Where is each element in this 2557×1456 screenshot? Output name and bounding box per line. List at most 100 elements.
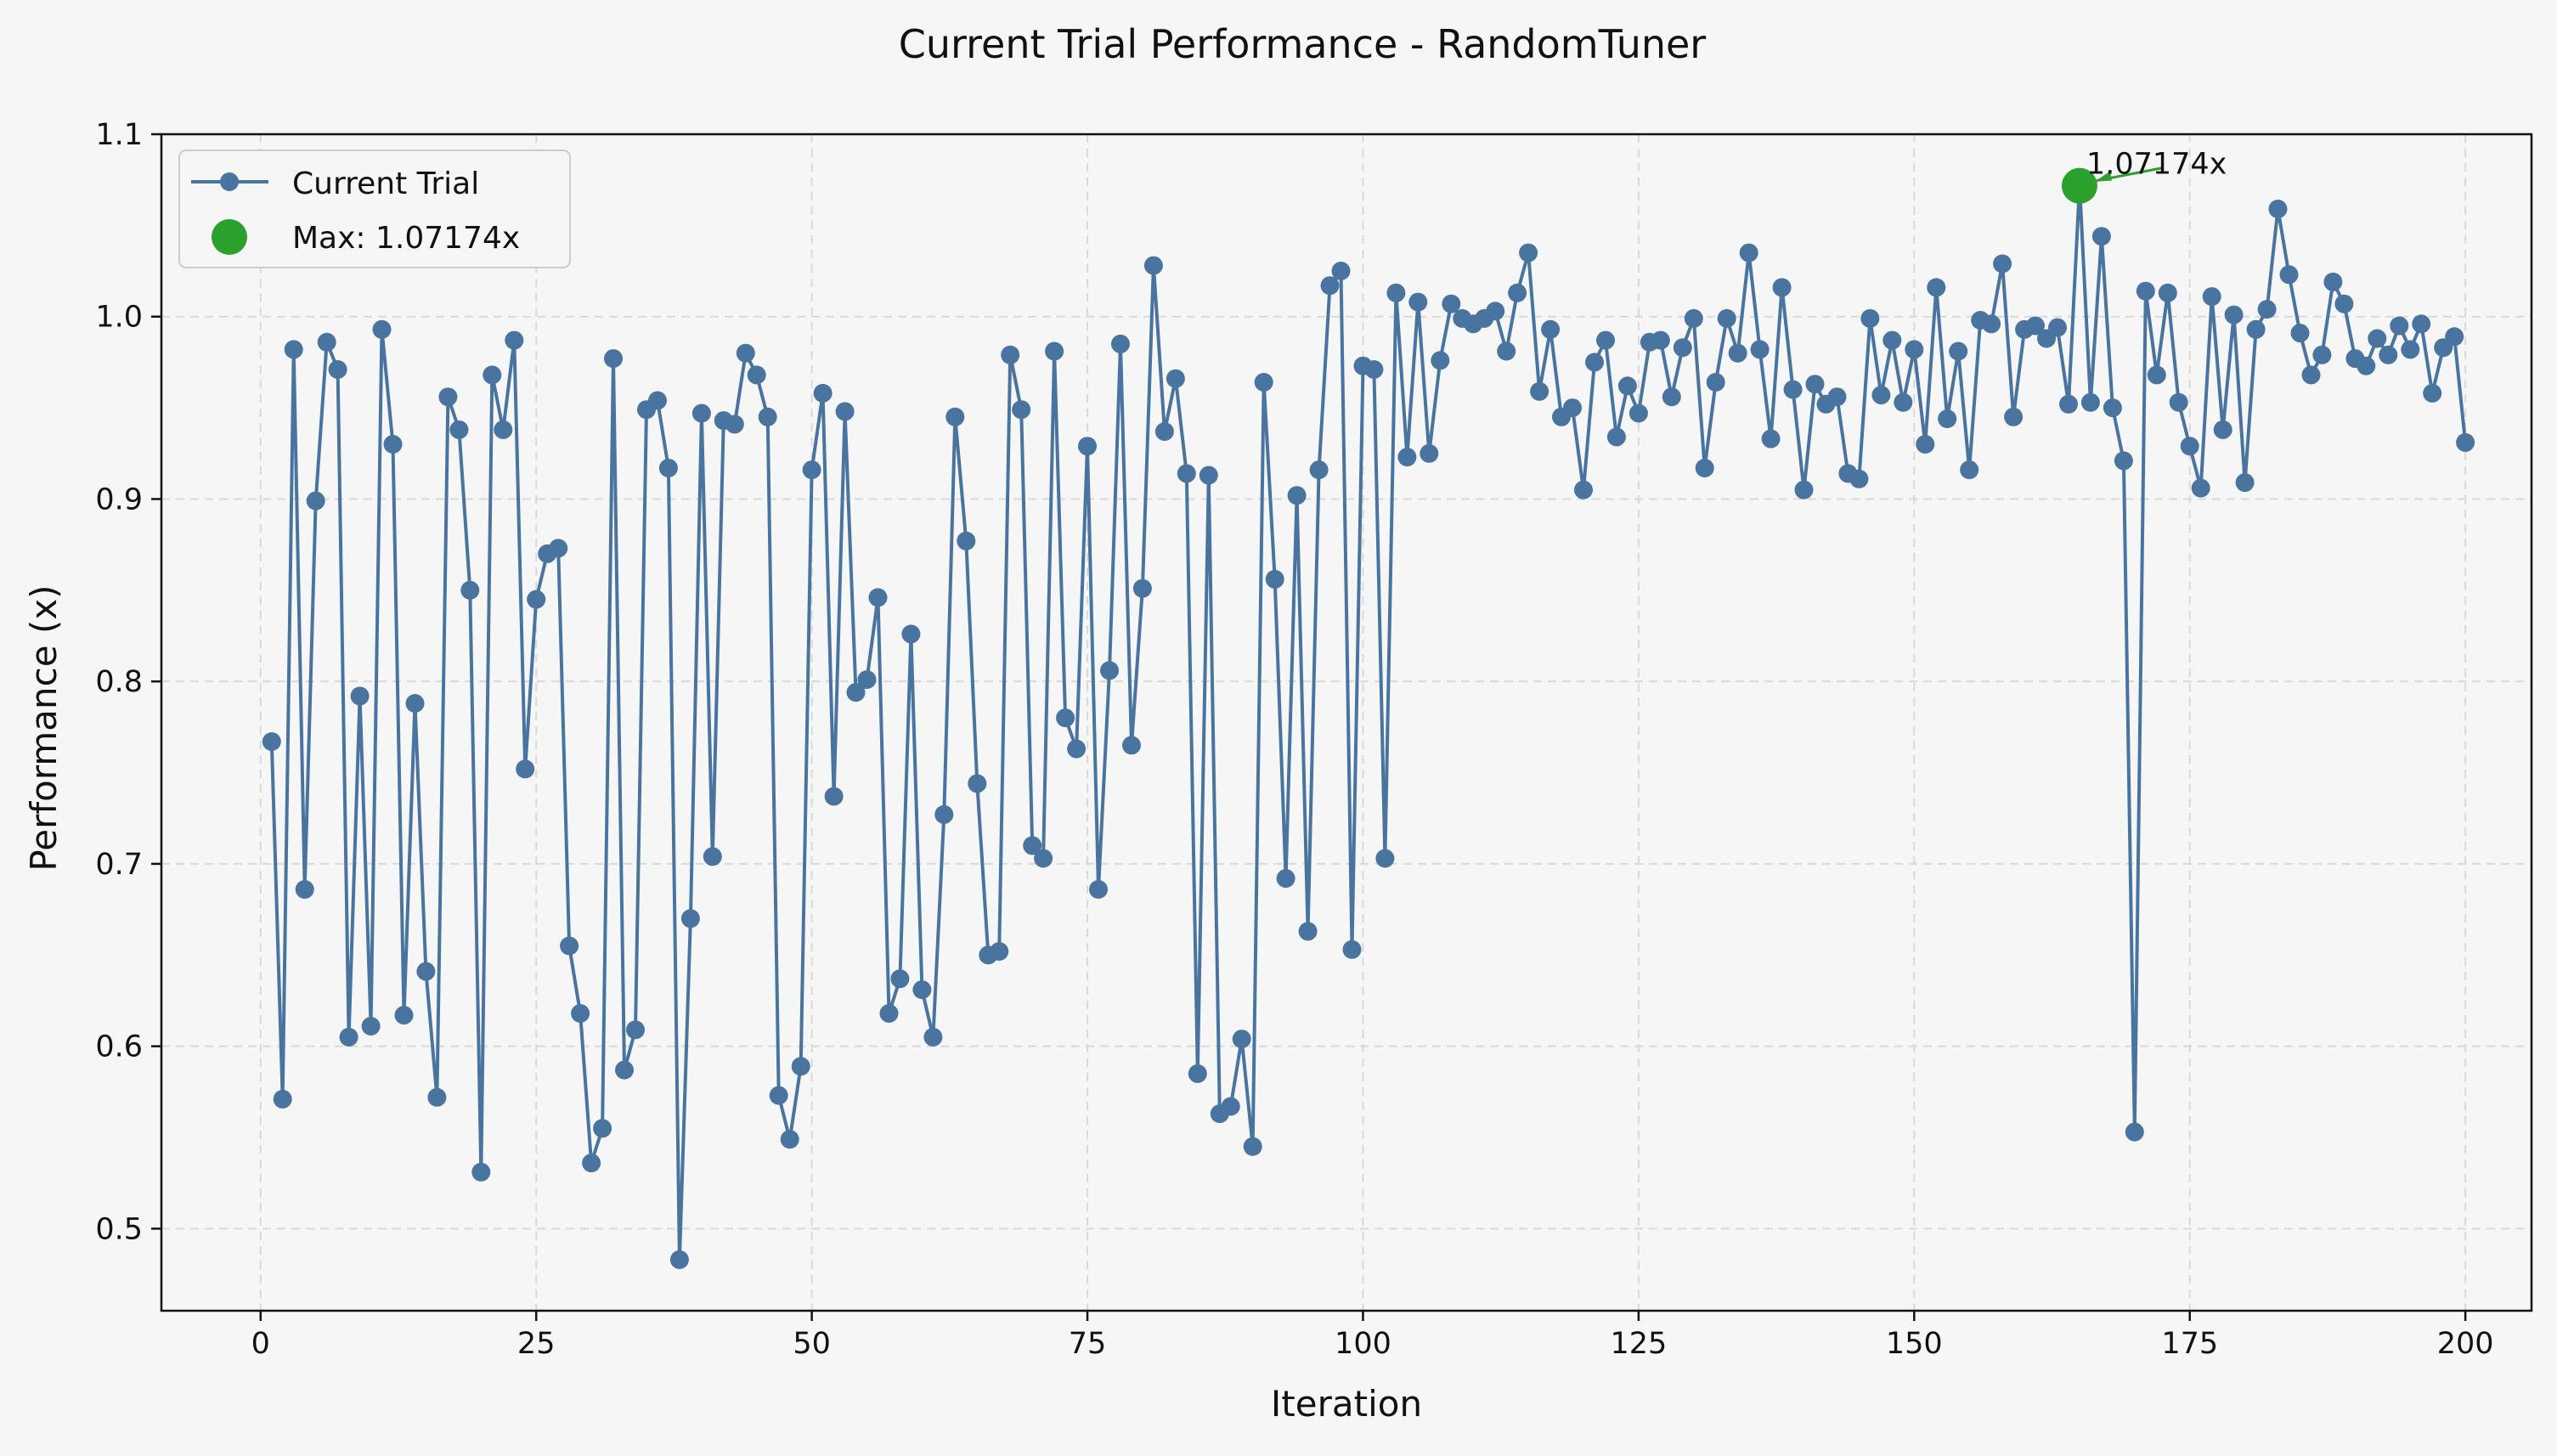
y-tick-label: 0.5 [95, 1212, 143, 1246]
data-point [1111, 334, 1130, 353]
y-tick-label: 1.1 [95, 118, 143, 152]
data-point [2048, 318, 2067, 337]
x-tick-label: 0 [251, 1327, 270, 1361]
data-point [438, 387, 458, 407]
data-point [802, 460, 821, 480]
data-point [2059, 394, 2078, 414]
data-point [813, 383, 833, 403]
axis-layer: 0 25 50 75 100 125 150 175 200 0.5 0.6 0.7 0.8 0.9 1.0… [95, 118, 2533, 1361]
data-point [1177, 464, 1196, 483]
data-point [1497, 341, 1516, 361]
data-point [680, 909, 700, 928]
data-point [1045, 341, 1064, 361]
data-point [736, 343, 755, 363]
data-point [2357, 356, 2376, 375]
legend-max-swatch [212, 219, 247, 255]
data-point [890, 969, 910, 989]
data-point [1916, 435, 1935, 454]
data-point [2257, 300, 2277, 319]
data-point [1617, 376, 1637, 396]
legend: Current Trial Max: 1.07174x [178, 150, 571, 268]
data-point [1871, 386, 1891, 405]
data-point [2224, 305, 2244, 324]
data-point [1486, 302, 1505, 321]
y-tick-label: 0.7 [95, 848, 143, 882]
data-point [2114, 451, 2133, 471]
data-point [1298, 922, 1318, 941]
data-point [923, 1027, 943, 1047]
data-point [2158, 283, 2177, 302]
x-tick-label: 175 [2161, 1327, 2218, 1361]
x-axis-label: Iteration [1271, 1383, 1422, 1425]
data-point [990, 942, 1009, 961]
data-point [2390, 316, 2409, 336]
x-tick-label: 200 [2437, 1327, 2494, 1361]
data-point [284, 340, 303, 359]
data-point [1761, 429, 1781, 449]
data-point [2334, 294, 2354, 313]
data-point [1154, 422, 1174, 441]
data-point [560, 936, 579, 956]
x-tick-label: 150 [1886, 1327, 1943, 1361]
data-point [1827, 387, 1847, 407]
data-point [626, 1020, 645, 1040]
data-point [1023, 836, 1042, 855]
data-point [2080, 392, 2100, 412]
data-point [273, 1089, 292, 1109]
data-point [2202, 287, 2221, 307]
data-point [912, 980, 932, 1000]
data-point [1574, 480, 1593, 499]
data-point [703, 847, 722, 866]
data-point [262, 732, 281, 751]
y-tick-label: 1.0 [95, 301, 143, 335]
data-point [846, 683, 866, 703]
data-point [1982, 314, 2001, 334]
max-annotation-label: 1.07174x [2086, 148, 2227, 182]
data-point [1386, 283, 1406, 302]
data-point [460, 580, 480, 600]
data-point [2103, 398, 2122, 418]
data-point [758, 407, 777, 426]
data-point [648, 391, 667, 410]
data-point [394, 1006, 414, 1025]
data-point [2213, 420, 2232, 439]
x-tick-label: 25 [517, 1327, 556, 1361]
x-tick-label: 125 [1610, 1327, 1667, 1361]
data-point [835, 402, 855, 421]
data-point [593, 1119, 612, 1138]
data-point [669, 1250, 689, 1269]
data-point [1706, 373, 1725, 392]
data-point [747, 365, 766, 385]
data-point [604, 349, 623, 369]
data-point [1431, 351, 1450, 370]
data-point [615, 1060, 634, 1080]
data-point [1265, 569, 1284, 589]
data-point [658, 459, 678, 477]
data-point [1717, 308, 1736, 328]
data-point [2456, 432, 2475, 452]
data-point [1519, 243, 1538, 262]
data-point [1783, 380, 1803, 399]
annotation-layer: 1.07174x [2061, 148, 2227, 204]
data-point [1143, 256, 1163, 275]
data-point [549, 539, 568, 558]
data-point [571, 1004, 590, 1023]
data-point [1122, 736, 1141, 755]
data-point [1894, 392, 1913, 412]
data-point [968, 774, 987, 793]
data-point [1794, 480, 1814, 499]
data-point [1132, 578, 1152, 598]
data-point [295, 880, 314, 899]
data-point [2246, 319, 2266, 339]
data-point [1056, 708, 1075, 728]
legend-label-max: Max: 1.07174x [292, 221, 520, 256]
data-point [2136, 281, 2155, 301]
data-point [2401, 340, 2420, 359]
plot-frame [160, 133, 2533, 1312]
y-tick-label: 0.9 [95, 483, 143, 516]
data-point [516, 759, 535, 779]
data-point [1375, 849, 1395, 868]
data-point [2412, 314, 2431, 334]
data-point [791, 1057, 810, 1076]
